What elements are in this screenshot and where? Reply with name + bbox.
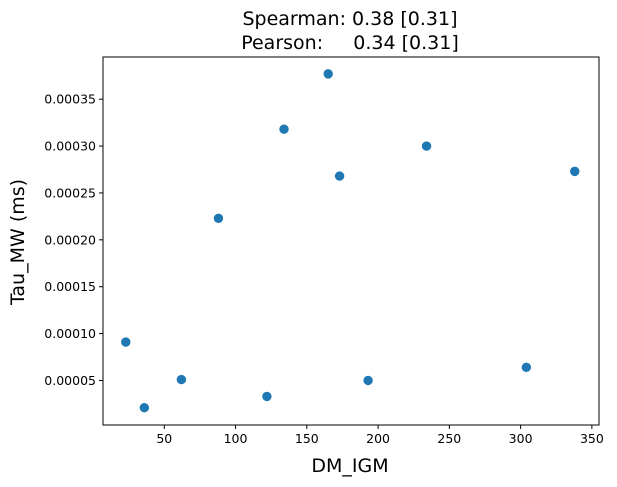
x-tick-label: 100 xyxy=(224,431,248,446)
scatter-point xyxy=(213,213,224,223)
axis-ticks: 50 100 150 200 250 300 350 0.00005 0.00010 0.0001… xyxy=(44,92,604,446)
scatter-point xyxy=(262,391,272,402)
scatter-point xyxy=(521,362,532,373)
scatter-point xyxy=(176,374,187,385)
x-axis-label: DM_IGM xyxy=(311,455,388,477)
plot-area-frame xyxy=(102,56,600,426)
y-tick-label: 0.00030 xyxy=(44,139,96,154)
y-tick-label: 0.00020 xyxy=(44,232,96,247)
scatter-point xyxy=(421,141,432,151)
x-tick-label: 150 xyxy=(295,431,319,446)
scatter-point xyxy=(121,337,131,347)
scatter-point xyxy=(334,171,345,181)
scatter-point xyxy=(363,375,373,386)
x-tick-label: 350 xyxy=(580,431,604,446)
x-tick-label: 300 xyxy=(509,431,533,446)
scatter-point xyxy=(570,166,580,177)
y-tick-label: 0.00025 xyxy=(44,185,96,200)
chart-title-line-2: Pearson: 0.34 [0.31] xyxy=(241,32,459,54)
x-tick-label: 250 xyxy=(437,431,461,446)
y-axis-label: Tau_MW (ms) xyxy=(7,179,29,306)
x-tick-label: 200 xyxy=(366,431,390,446)
scatter-point xyxy=(139,402,150,413)
chart-title-line-1: Spearman: 0.38 [0.31] xyxy=(242,8,457,30)
y-tick-label: 0.00015 xyxy=(44,279,96,294)
y-tick-label: 0.00005 xyxy=(44,373,96,388)
y-tick-label: 0.00035 xyxy=(44,92,96,107)
y-tick-label: 0.00010 xyxy=(44,326,96,341)
scatter-point xyxy=(323,69,333,79)
data-points xyxy=(121,69,580,413)
x-tick-label: 50 xyxy=(156,431,172,446)
scatter-point xyxy=(279,124,289,134)
